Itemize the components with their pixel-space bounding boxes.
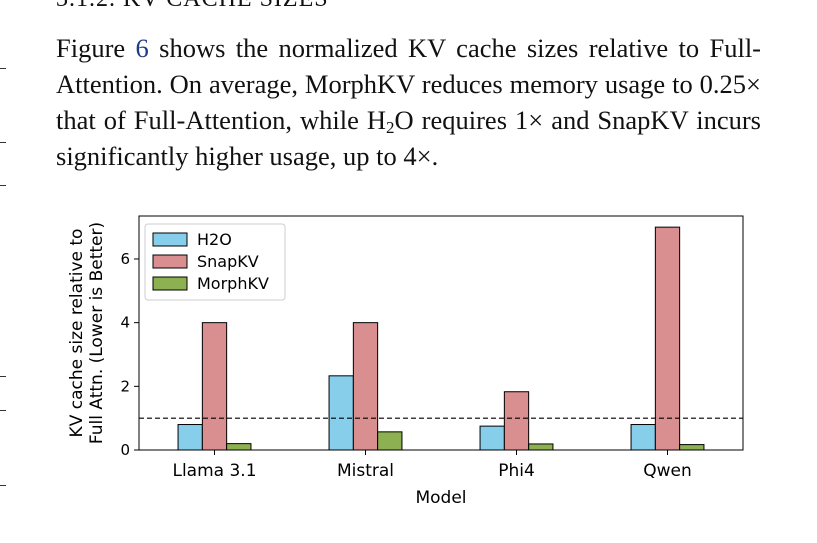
legend: H2O SnapKV MorphKV: [144, 223, 286, 301]
math-value: 4×: [403, 141, 432, 171]
math-value: 1×: [515, 105, 544, 135]
x-tick-label: Mistral: [337, 461, 394, 481]
paragraph-text: that of Full-Attention, while H: [56, 105, 387, 135]
bar-morphkv-phi4: [528, 443, 554, 451]
bar-h2o-llama-3-1: [177, 424, 203, 451]
bar-snapkv-llama-3-1: [201, 322, 228, 451]
margin-tick: [0, 376, 6, 377]
paragraph-text: and SnapKV incurs significantly higher u…: [56, 105, 761, 171]
figure-reference-link[interactable]: 6: [135, 33, 149, 63]
bar-snapkv-qwen: [654, 226, 681, 451]
body-paragraph: Figure 6 shows the normalized KV cache s…: [56, 30, 761, 174]
legend-swatch-morphkv: [152, 276, 188, 291]
plot-frame: [138, 215, 744, 451]
x-tick-label: Phi4: [498, 461, 535, 481]
bar-morphkv-llama-3-1: [226, 443, 252, 451]
bars-layer: [177, 226, 705, 451]
axes-layer: Llama 3.1 Mistral Phi4 Qwen 0 2 4 6: [120, 250, 691, 481]
y-axis-title-line-2: Full Attn. (Lower is Better): [87, 222, 107, 444]
bar-snapkv-mistral: [352, 322, 379, 451]
paragraph-text: shows the normalized KV cache sizes rela…: [56, 33, 762, 99]
x-tick-label: Qwen: [643, 461, 692, 481]
legend-label-snapkv: SnapKV: [197, 252, 259, 271]
margin-tick: [0, 410, 6, 411]
margin-tick: [0, 185, 6, 186]
legend-label-h2o: H2O: [197, 230, 232, 249]
x-axis-title: Model: [415, 488, 466, 508]
y-axis-title: KV cache size relative to Full Attn. (Lo…: [67, 222, 107, 444]
figure-word: Figure: [56, 33, 126, 63]
paragraph-text: .: [431, 141, 439, 171]
bar-h2o-phi4: [479, 425, 505, 451]
bar-h2o-mistral: [328, 375, 354, 451]
paragraph-text: O requires: [394, 105, 515, 135]
subscript: 2: [386, 118, 395, 137]
margin-tick: [0, 142, 6, 143]
legend-label-morphkv: MorphKV: [197, 274, 269, 293]
y-axis-title-line-1: KV cache size relative to: [67, 229, 87, 438]
section-heading-fragment: 3.1.2. KV CACHE SIZES: [56, 0, 329, 13]
legend-swatch-h2o: [152, 232, 188, 247]
math-value: 0.25×: [699, 69, 761, 99]
margin-tick: [0, 485, 6, 486]
legend-swatch-snapkv: [152, 254, 188, 269]
x-tick-label: Llama 3.1: [172, 461, 256, 481]
margin-tick: [0, 68, 6, 69]
y-tick-label: 0: [120, 441, 130, 459]
bar-snapkv-phi4: [503, 391, 530, 451]
y-tick-label: 4: [120, 314, 130, 332]
bar-morphkv-qwen: [679, 444, 705, 451]
y-tick-label: 6: [120, 250, 130, 268]
bar-h2o-qwen: [630, 424, 656, 451]
y-tick-label: 2: [120, 377, 130, 395]
bar-morphkv-mistral: [377, 431, 403, 451]
